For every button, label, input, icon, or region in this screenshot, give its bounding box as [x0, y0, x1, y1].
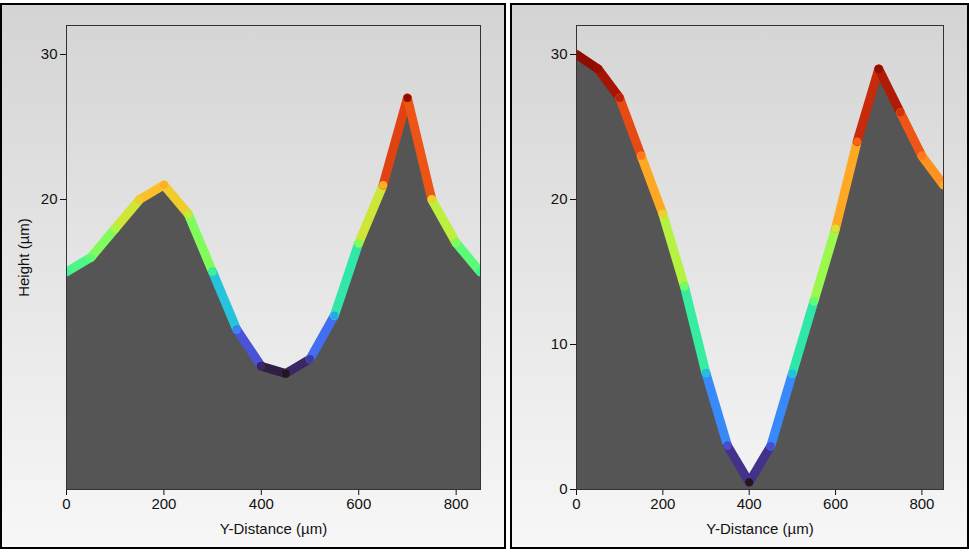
svg-text:10: 10 [551, 335, 568, 352]
svg-text:600: 600 [346, 495, 371, 512]
svg-text:400: 400 [737, 495, 762, 512]
svg-text:Height (µm): Height (µm) [15, 218, 32, 297]
svg-text:200: 200 [151, 495, 176, 512]
svg-text:30: 30 [41, 45, 58, 62]
svg-text:30: 30 [551, 45, 568, 62]
svg-text:20: 20 [551, 190, 568, 207]
svg-text:800: 800 [909, 495, 934, 512]
svg-text:20: 20 [41, 190, 58, 207]
svg-text:0: 0 [572, 495, 580, 512]
svg-text:Y-Distance (µm): Y-Distance (µm) [220, 520, 327, 537]
svg-text:400: 400 [249, 495, 274, 512]
svg-text:800: 800 [444, 495, 469, 512]
svg-text:0: 0 [559, 480, 567, 497]
svg-text:0: 0 [62, 495, 70, 512]
svg-text:600: 600 [823, 495, 848, 512]
svg-text:Y-Distance (µm): Y-Distance (µm) [706, 520, 813, 537]
svg-text:200: 200 [650, 495, 675, 512]
